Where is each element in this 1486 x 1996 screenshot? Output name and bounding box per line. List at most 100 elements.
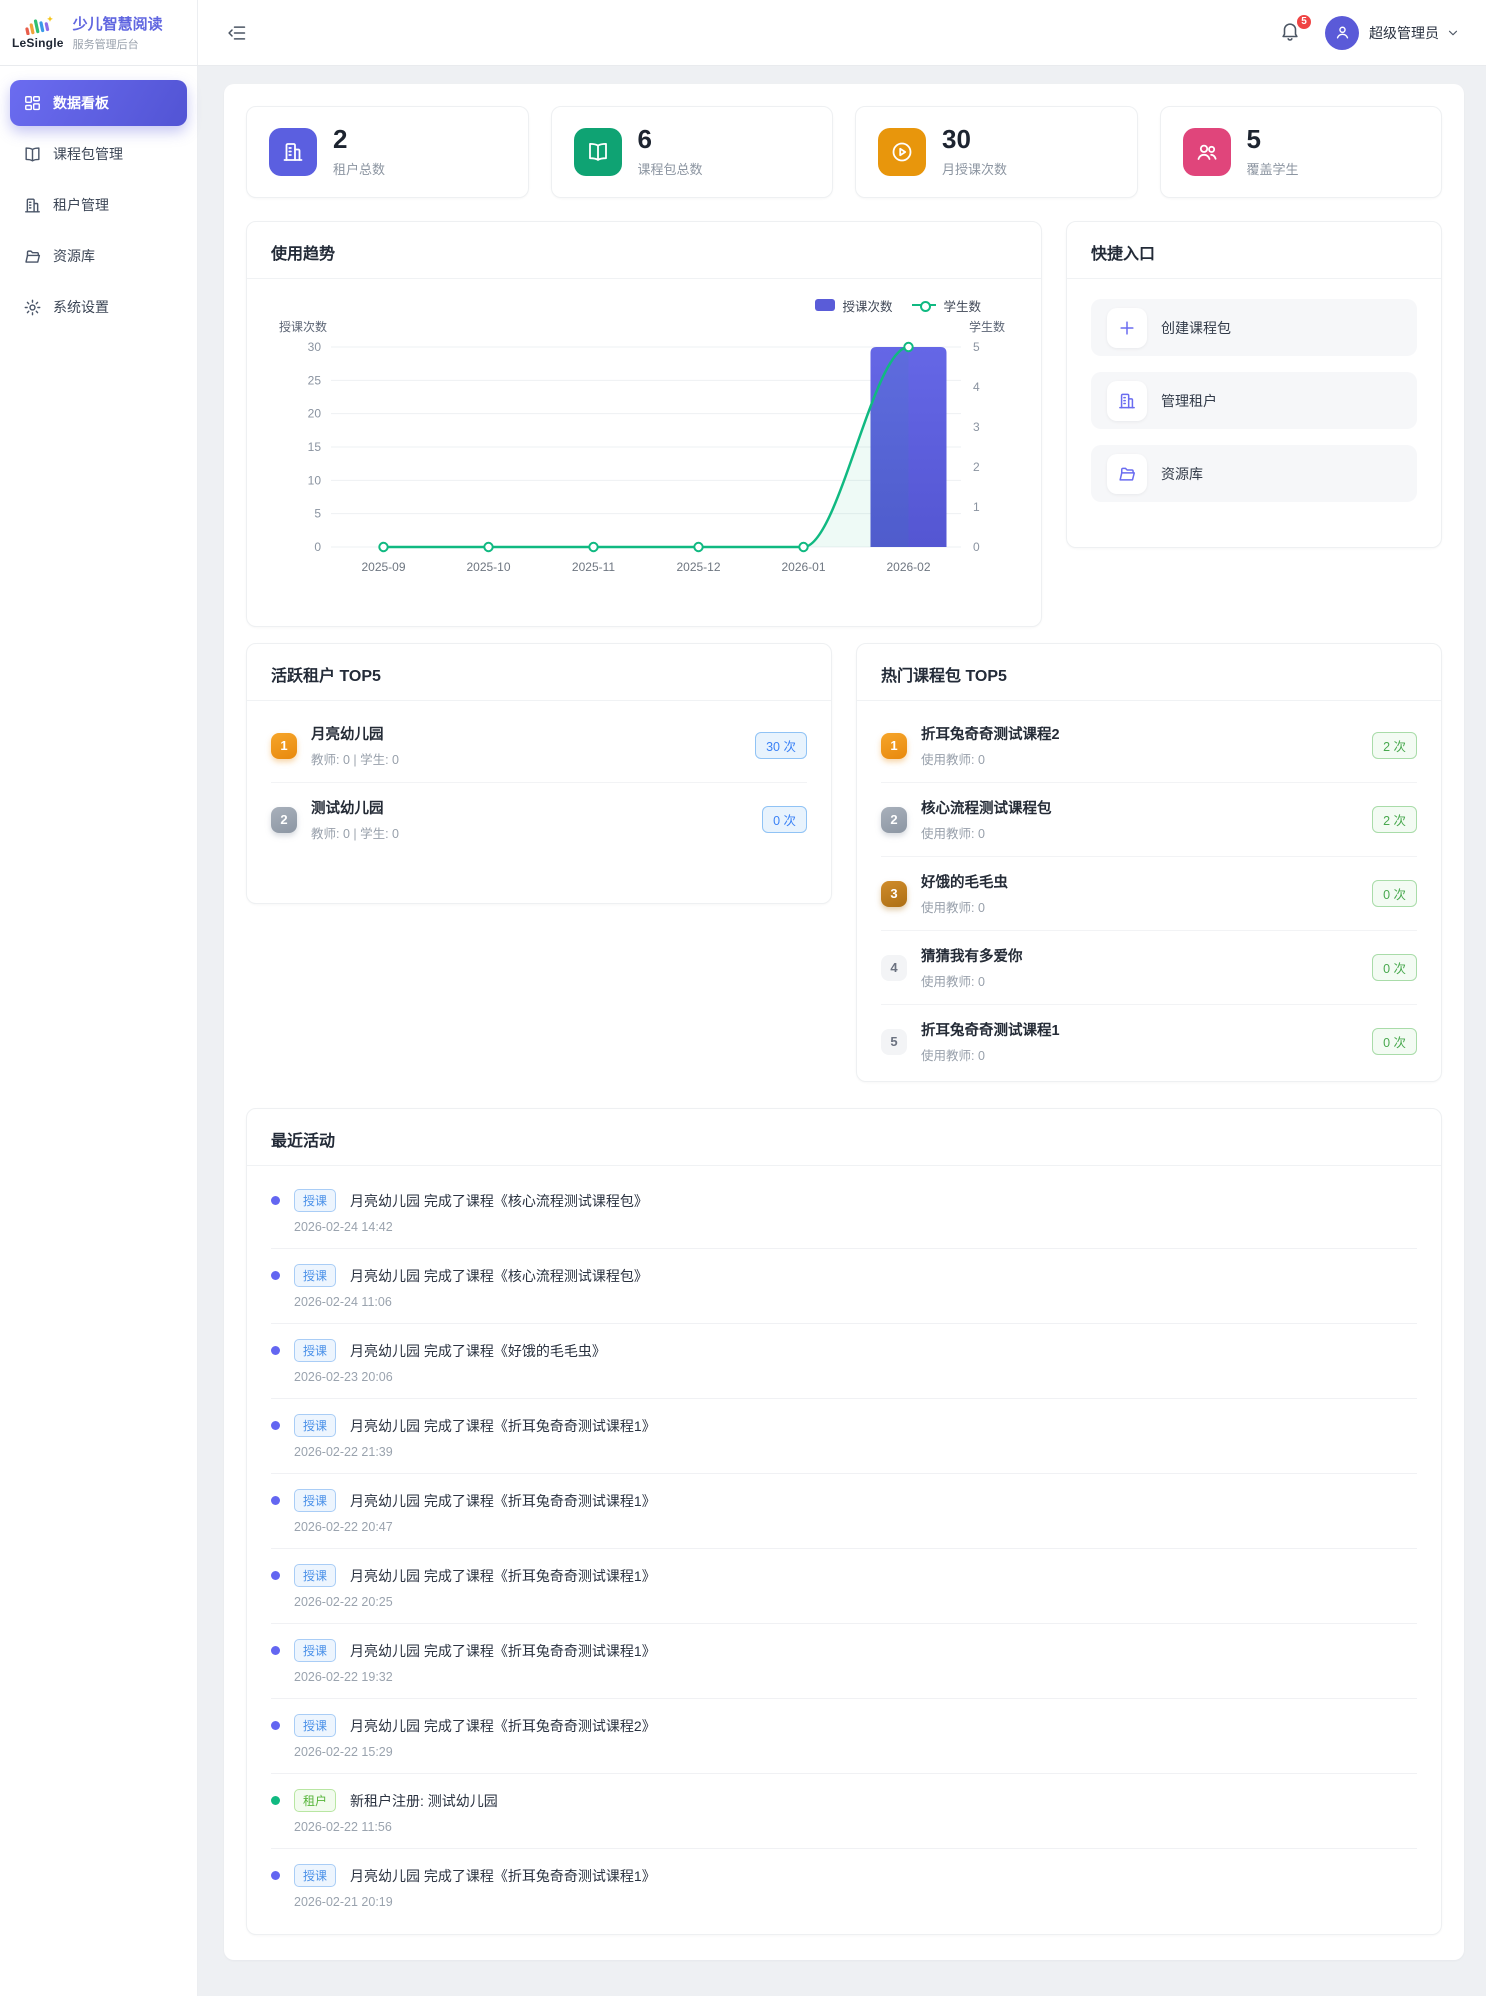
activity-text: 月亮幼儿园 完成了课程《核心流程测试课程包》: [350, 1267, 648, 1284]
tenant-rank-row: 2 测试幼儿园 教师: 0 | 学生: 0 0 次: [271, 783, 807, 856]
book-icon: [588, 143, 607, 161]
stat-label: 覆盖学生: [1246, 161, 1299, 177]
user-avatar[interactable]: [1325, 15, 1359, 50]
usage-count-badge: 2 次: [1372, 806, 1417, 833]
notification-bell-button[interactable]: 5: [1279, 12, 1313, 46]
activity-dot: [271, 1571, 280, 1580]
activity-time: 2026-02-21 20:19: [294, 1895, 393, 1909]
activity-row: 授课 月亮幼儿园 完成了课程《核心流程测试课程包》 2026-02-24 11:06: [271, 1249, 1417, 1324]
activity-text: 月亮幼儿园 完成了课程《折耳兔奇奇测试课程1》: [350, 1492, 656, 1509]
rank-item-meta: 使用教师: 0: [921, 901, 985, 915]
activity-time: 2026-02-22 15:29: [294, 1745, 393, 1759]
activity-text: 月亮幼儿园 完成了课程《折耳兔奇奇测试课程2》: [350, 1717, 656, 1734]
folder-icon: [25, 249, 41, 263]
sidebar-item-tenants[interactable]: 租户管理: [10, 182, 187, 228]
activity-dot: [271, 1496, 280, 1505]
active-tenants-card: 活跃租户 TOP5 1 月亮幼儿园 教师: 0 | 学生: 0 30 次 2 测试幼儿园教…: [246, 643, 832, 904]
building-icon: [1107, 380, 1147, 421]
activity-text: 月亮幼儿园 完成了课程《好饿的毛毛虫》: [350, 1342, 606, 1359]
activity-type-tag: 授课: [294, 1339, 337, 1362]
usage-count-badge: 0 次: [762, 806, 807, 833]
chevron-down-icon[interactable]: [1446, 26, 1460, 40]
svg-text:2025-09: 2025-09: [361, 560, 405, 574]
svg-text:20: 20: [308, 407, 322, 421]
usage-count-badge: 0 次: [1372, 954, 1417, 981]
sidebar-item-dashboard[interactable]: 数据看板: [10, 80, 187, 126]
sidebar-item-label: 数据看板: [53, 95, 109, 111]
activity-row: 授课 月亮幼儿园 完成了课程《折耳兔奇奇测试课程1》 2026-02-21 20:1…: [271, 1849, 1417, 1923]
activity-type-tag: 授课: [294, 1864, 337, 1887]
dashboard-icon: [23, 94, 42, 113]
main-content: 2 租户总数 6 课程包总数 30 月授课次数 5 覆盖学生 使用趋势 授课次数 学生数 0 5…: [224, 84, 1464, 1960]
activity-text: 月亮幼儿园 完成了课程《折耳兔奇奇测试课程1》: [350, 1417, 656, 1434]
stat-card-package-total: 6 课程包总数: [550, 106, 833, 198]
activity-row: 授课 月亮幼儿园 完成了课程《折耳兔奇奇测试课程2》 2026-02-22 15:2…: [271, 1699, 1417, 1774]
quick-entry-list: 创建课程包管理租户资源库: [1067, 279, 1441, 522]
sidebar-item-resources[interactable]: 资源库: [10, 233, 187, 279]
legend-line-swatch: [912, 299, 937, 312]
rank-item-meta: 使用教师: 0: [921, 827, 985, 841]
legend-bar-swatch: [815, 299, 836, 311]
active-tenants-title: 活跃租户 TOP5: [247, 644, 831, 701]
rank-item-name: 好饿的毛毛虫: [921, 875, 1008, 891]
legend-item-line[interactable]: 学生数: [912, 296, 981, 315]
sidebar-item-label: 系统设置: [53, 299, 109, 315]
building-icon: [283, 143, 303, 161]
svg-text:4: 4: [973, 380, 980, 394]
user-name[interactable]: 超级管理员: [1369, 24, 1439, 41]
stat-card-monthly-lessons: 30 月授课次数: [855, 106, 1138, 198]
svg-text:5: 5: [973, 340, 980, 354]
brand-logo-zone: LeSingle 少儿智慧阅读 服务管理后台: [0, 0, 198, 65]
rank-item-name: 测试幼儿园: [311, 801, 384, 817]
activity-text: 新租户注册: 测试幼儿园: [350, 1792, 498, 1809]
activity-row: 授课 月亮幼儿园 完成了课程《折耳兔奇奇测试课程1》 2026-02-22 20:2…: [271, 1549, 1417, 1624]
brand-logo: LeSingle: [12, 15, 64, 50]
rank-item-meta: 使用教师: 0: [921, 753, 985, 767]
quick-entry-label: 管理租户: [1161, 392, 1217, 409]
activity-time: 2026-02-24 11:06: [294, 1295, 392, 1309]
users-icon: [1197, 144, 1216, 160]
gear-icon: [24, 299, 41, 315]
sidebar-item-label: 资源库: [53, 248, 95, 264]
activity-type-tag: 租户: [294, 1789, 337, 1812]
rank-badge: 1: [881, 732, 907, 759]
activity-dot: [271, 1871, 280, 1880]
package-rank-row: 2 核心流程测试课程包 使用教师: 0 2 次: [881, 783, 1417, 857]
quick-entry-create-package[interactable]: 创建课程包: [1091, 299, 1417, 356]
sidebar-collapse-button[interactable]: [224, 20, 250, 46]
legend-item-bar[interactable]: 授课次数: [815, 296, 892, 315]
quick-entry-label: 创建课程包: [1161, 319, 1231, 336]
usage-trend-title: 使用趋势: [247, 222, 1041, 279]
stat-card-tenant-total: 2 租户总数: [246, 106, 529, 198]
svg-text:3: 3: [973, 420, 980, 434]
users-icon: [1182, 128, 1231, 176]
svg-text:0: 0: [314, 540, 321, 554]
usage-trend-card: 使用趋势 授课次数 学生数 0 5 10 15 20 25 30 0 1 2 3 4 5 授课次数 学生数 2…: [246, 221, 1042, 627]
collapse-icon: [228, 25, 246, 40]
usage-count-badge: 30 次: [755, 732, 807, 759]
rank-badge: 1: [271, 732, 297, 759]
tenant-rank-row: 1 月亮幼儿园 教师: 0 | 学生: 0 30 次: [271, 709, 807, 783]
app-title: 少儿智慧阅读: [72, 16, 163, 33]
quick-entry-resources[interactable]: 资源库: [1091, 445, 1417, 502]
activity-type-tag: 授课: [294, 1714, 337, 1737]
quick-entry-manage-tenants[interactable]: 管理租户: [1091, 372, 1417, 429]
building-icon: [269, 128, 317, 176]
svg-text:学生数: 学生数: [969, 319, 1005, 334]
svg-text:30: 30: [308, 340, 322, 354]
stat-value: 5: [1246, 124, 1261, 155]
sidebar-menu: 数据看板课程包管理租户管理资源库系统设置: [10, 80, 187, 330]
hot-packages-card: 热门课程包 TOP5 1 折耳兔奇奇测试课程2 使用教师: 0 2 次 2 核心流程测试课…: [856, 643, 1442, 1082]
rank-item-meta: 教师: 0 | 学生: 0: [311, 827, 399, 841]
sidebar-item-settings[interactable]: 系统设置: [10, 284, 187, 330]
book-icon: [25, 146, 40, 161]
plus-icon: [1107, 307, 1147, 348]
svg-text:10: 10: [308, 473, 322, 487]
activity-type-tag: 授课: [294, 1264, 337, 1287]
stats-row: 2 租户总数 6 课程包总数 30 月授课次数 5 覆盖学生: [246, 106, 1442, 198]
activity-time: 2026-02-22 19:32: [294, 1670, 393, 1684]
activity-time: 2026-02-23 20:06: [294, 1370, 393, 1384]
rank-item-name: 核心流程测试课程包: [921, 801, 1052, 817]
sidebar-item-packages[interactable]: 课程包管理: [10, 131, 187, 177]
activity-time: 2026-02-22 21:39: [294, 1445, 393, 1459]
